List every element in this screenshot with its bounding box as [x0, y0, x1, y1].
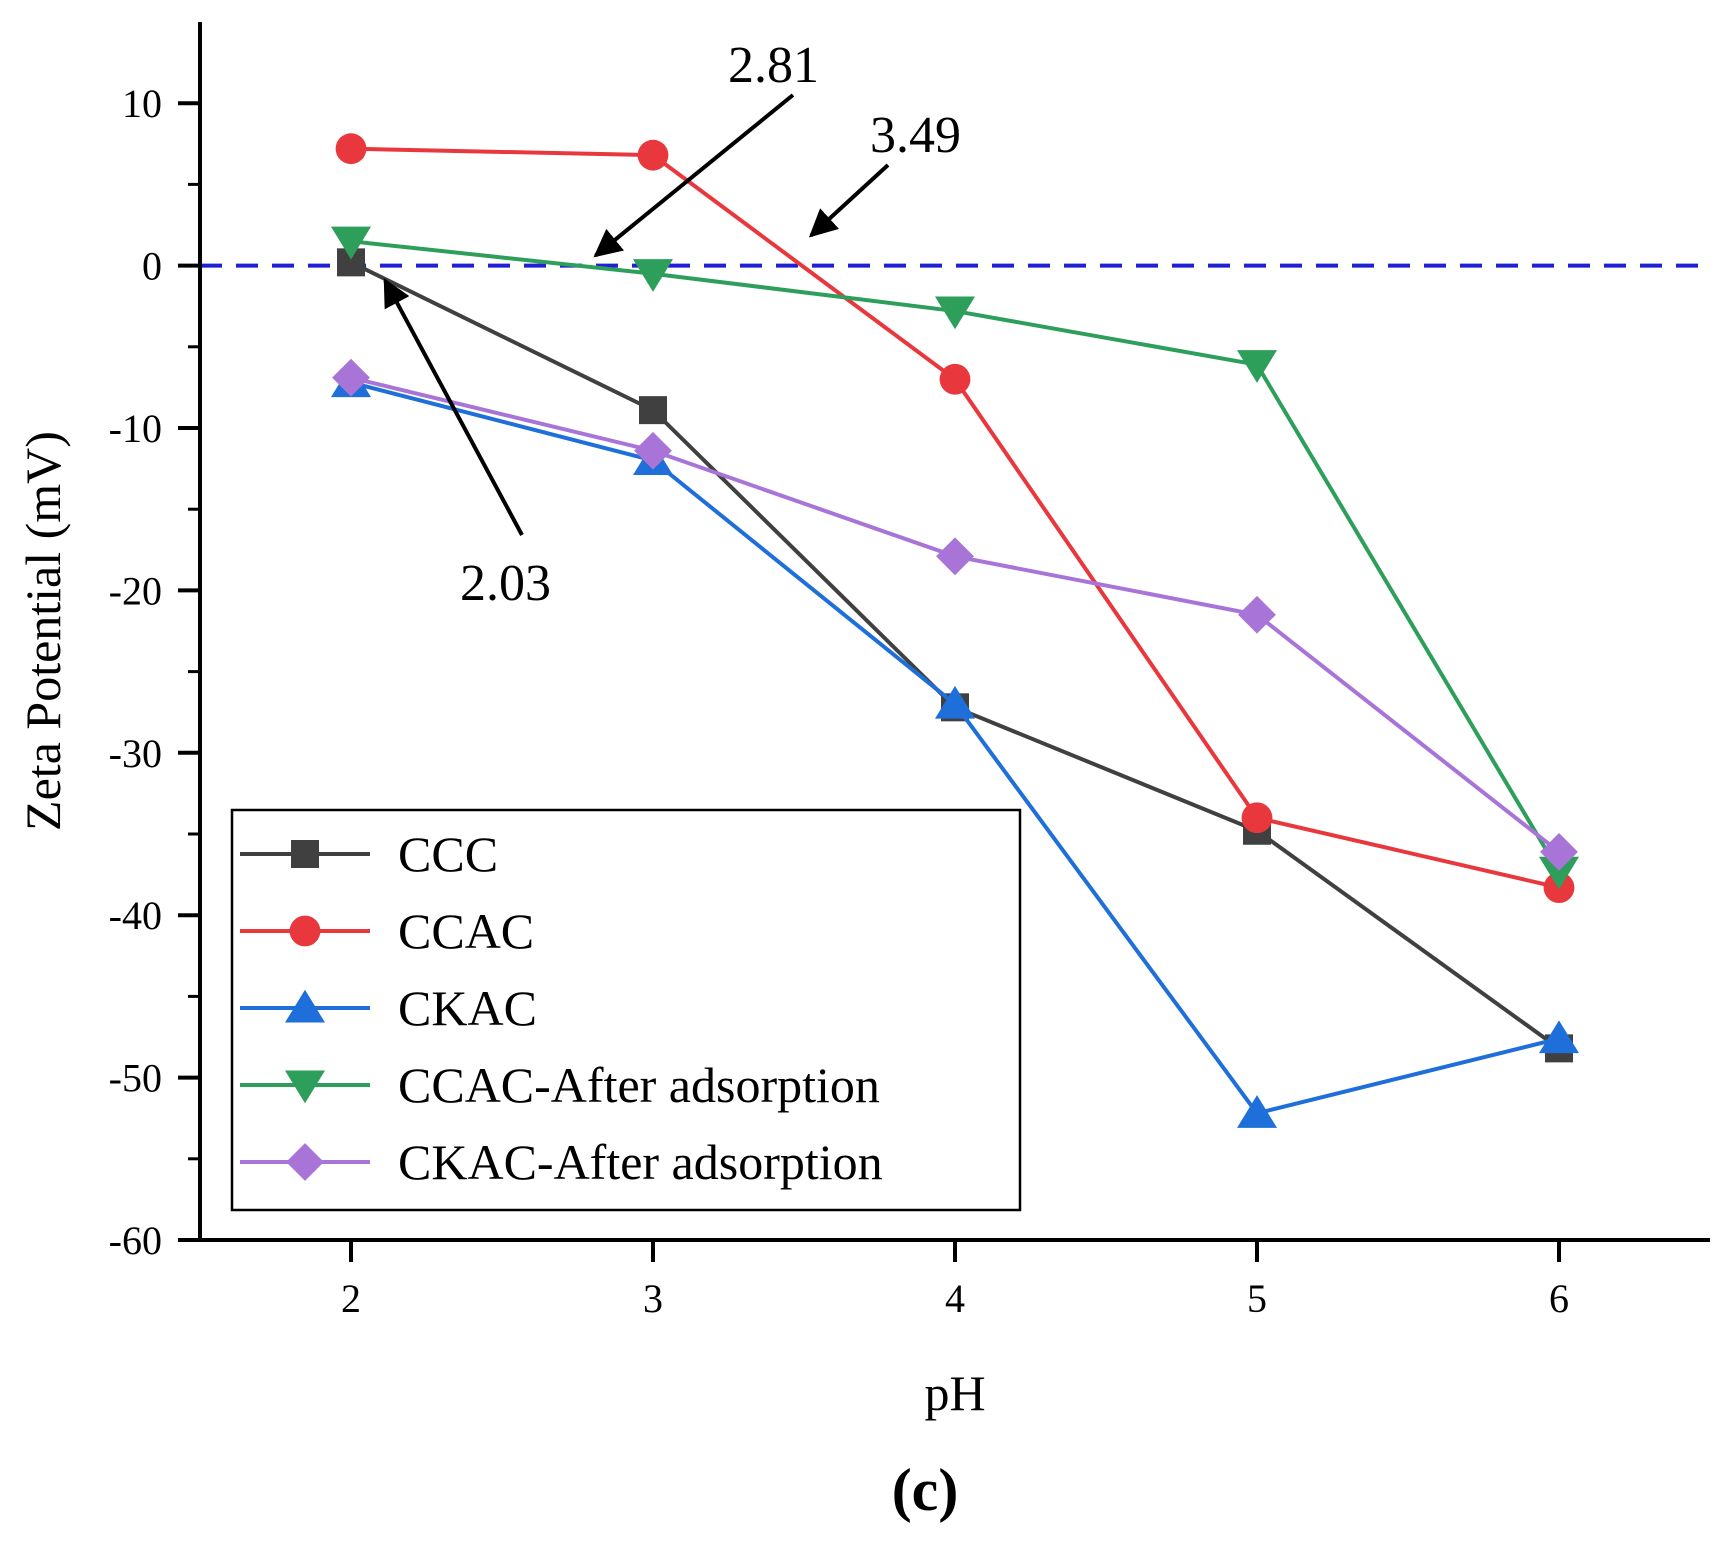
- legend-marker: [286, 1143, 324, 1181]
- data-point: [934, 296, 976, 330]
- data-point: [1538, 1020, 1580, 1054]
- data-point: [1236, 350, 1278, 383]
- legend-item: CKAC-After adsorption: [240, 1134, 883, 1190]
- legend-item: CCAC-After adsorption: [240, 1057, 880, 1113]
- y-tick-label: -60: [109, 1218, 162, 1263]
- annotation-label: 2.03: [460, 555, 551, 612]
- legend-marker: [284, 1070, 326, 1104]
- legend-label: CKAC-After adsorption: [398, 1134, 883, 1190]
- y-tick-label: -20: [109, 568, 162, 613]
- axes-layer: -60 -50 -40 -30 -20 -10 0 10 2 3 4 5 6 pH Zeta Potenti…: [15, 22, 1710, 1421]
- data-point: [332, 358, 370, 397]
- data-point: [1236, 1095, 1278, 1128]
- y-tick-label: 0: [142, 244, 162, 289]
- x-tick-label: 3: [643, 1276, 663, 1321]
- annotations: 2.81 3.49 2.03 (c): [383, 37, 961, 1523]
- data-point: [939, 363, 971, 395]
- x-tick-label: 2: [341, 1276, 361, 1321]
- series-ccac-after-adsorption: [330, 226, 1580, 890]
- y-tick-label: 10: [122, 81, 162, 126]
- annotation-arrow: [593, 93, 795, 258]
- legend: CCC CCAC CKAC CCAC-After adsorption CKAC-Aft…: [230, 808, 1022, 1212]
- annotation-label: 2.81: [728, 37, 819, 94]
- legend-item: CKAC: [240, 980, 537, 1036]
- data-point: [639, 396, 667, 425]
- data-point: [936, 537, 974, 576]
- panel-label: (c): [892, 1457, 959, 1523]
- series-ccac: [335, 133, 1575, 903]
- legend-item: CCC: [240, 826, 498, 882]
- data-point: [1238, 595, 1276, 634]
- data-point: [934, 685, 976, 719]
- x-tick-label: 6: [1549, 1276, 1569, 1321]
- series-ckac-after-adsorption: [332, 358, 1578, 871]
- data-point: [637, 139, 669, 171]
- y-axis-title: Zeta Potential (mV): [15, 431, 71, 831]
- y-tick-label: -10: [109, 406, 162, 451]
- data-point: [335, 133, 367, 165]
- data-point: [1241, 802, 1273, 834]
- annotation-label: 3.49: [870, 107, 961, 164]
- series-line: [350, 375, 1561, 854]
- legend-item: CCAC: [240, 903, 534, 959]
- legend-label: CKAC: [398, 980, 537, 1036]
- legend-marker: [289, 915, 321, 947]
- y-tick-label: -50: [109, 1056, 162, 1101]
- x-axis-title: pH: [924, 1365, 985, 1421]
- x-tick-label: 4: [945, 1276, 965, 1321]
- legend-marker: [291, 840, 319, 868]
- legend-label: CCC: [398, 826, 498, 882]
- y-tick-label: -40: [109, 893, 162, 938]
- x-tick-label: 5: [1247, 1276, 1267, 1321]
- y-tick-label: -30: [109, 731, 162, 776]
- series-layer: [330, 133, 1580, 1128]
- data-point: [1538, 856, 1580, 890]
- legend-label: CCAC: [398, 903, 534, 959]
- annotation-arrow: [808, 163, 890, 238]
- legend-label: CCAC-After adsorption: [398, 1057, 880, 1113]
- data-point: [330, 226, 372, 260]
- annotation-arrow: [383, 278, 524, 536]
- data-point: [1540, 832, 1578, 871]
- data-point: [634, 431, 672, 470]
- legend-marker: [284, 989, 326, 1023]
- data-point: [632, 259, 674, 292]
